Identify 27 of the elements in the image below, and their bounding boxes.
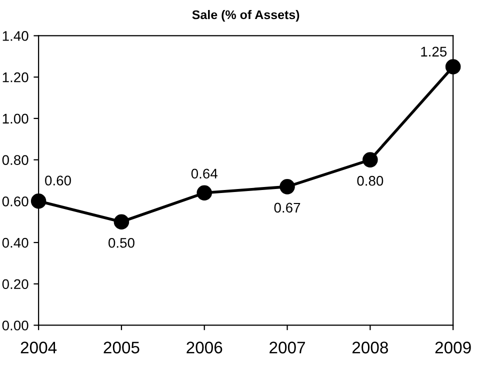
point bbox=[196, 185, 212, 201]
y-tick-label: 1.40 bbox=[2, 31, 28, 41]
y-tick-label: 0.00 bbox=[2, 320, 28, 330]
point bbox=[362, 152, 378, 168]
y-tick-label: 1.00 bbox=[2, 114, 28, 124]
data-label: 1.25 bbox=[421, 46, 447, 57]
y-tick-label: 1.20 bbox=[2, 72, 28, 82]
point bbox=[280, 179, 295, 194]
data-label: 0.67 bbox=[274, 202, 300, 213]
data-label: 0.64 bbox=[191, 168, 218, 179]
y-tick-label: 0.60 bbox=[2, 196, 28, 206]
y-tick-label: 0.80 bbox=[2, 155, 28, 165]
x-tick-label: 2006 bbox=[186, 342, 222, 354]
x-tick-label: 2009 bbox=[435, 342, 471, 354]
point bbox=[445, 59, 461, 74]
data-label: 0.50 bbox=[108, 238, 134, 248]
x-tick-label: 2005 bbox=[104, 342, 140, 354]
point bbox=[114, 214, 130, 230]
data-label: 0.80 bbox=[357, 176, 384, 186]
point bbox=[30, 194, 46, 209]
y-tick-label: 0.40 bbox=[2, 238, 28, 248]
data-label: 0.60 bbox=[45, 176, 71, 186]
x-tick-label: 2007 bbox=[270, 342, 305, 354]
y-tick-label: 0.20 bbox=[2, 279, 28, 290]
chart-title: Sale (% of Assets) bbox=[192, 10, 300, 22]
x-tick-label: 2008 bbox=[352, 342, 388, 354]
x-tick-label: 2004 bbox=[20, 342, 57, 354]
